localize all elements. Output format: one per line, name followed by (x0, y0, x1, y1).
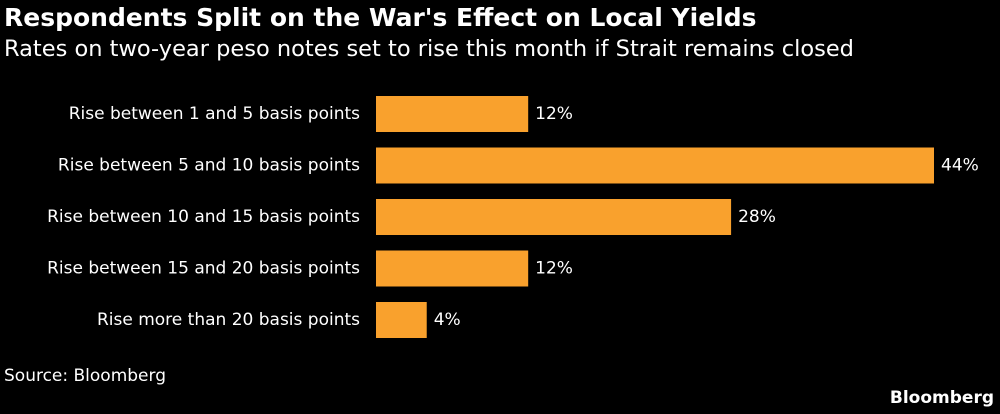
bar (376, 147, 934, 184)
bar (376, 199, 732, 235)
bar (376, 250, 529, 287)
value-label: 28% (738, 207, 776, 227)
category-label: Rise between 15 and 20 basis points (47, 259, 360, 279)
value-label: 12% (535, 259, 573, 279)
chart-title: Respondents Split on the War's Effect on… (4, 3, 757, 32)
value-label: 12% (535, 104, 573, 124)
bloomberg-logo: Bloomberg (889, 388, 994, 408)
chart-subtitle: Rates on two-year peso notes set to rise… (4, 36, 854, 62)
category-label: Rise between 5 and 10 basis points (58, 156, 360, 176)
value-label: 4% (434, 310, 461, 330)
source-note: Source: Bloomberg (4, 366, 166, 386)
value-label: 44% (941, 156, 979, 176)
bar (376, 302, 427, 338)
category-label: Rise between 10 and 15 basis points (47, 207, 360, 227)
category-label: Rise more than 20 basis points (97, 310, 360, 330)
bars-layer: Rise between 1 and 5 basis points 12% Rise… (47, 96, 979, 338)
category-label: Rise between 1 and 5 basis points (69, 104, 360, 124)
bar (376, 96, 529, 132)
